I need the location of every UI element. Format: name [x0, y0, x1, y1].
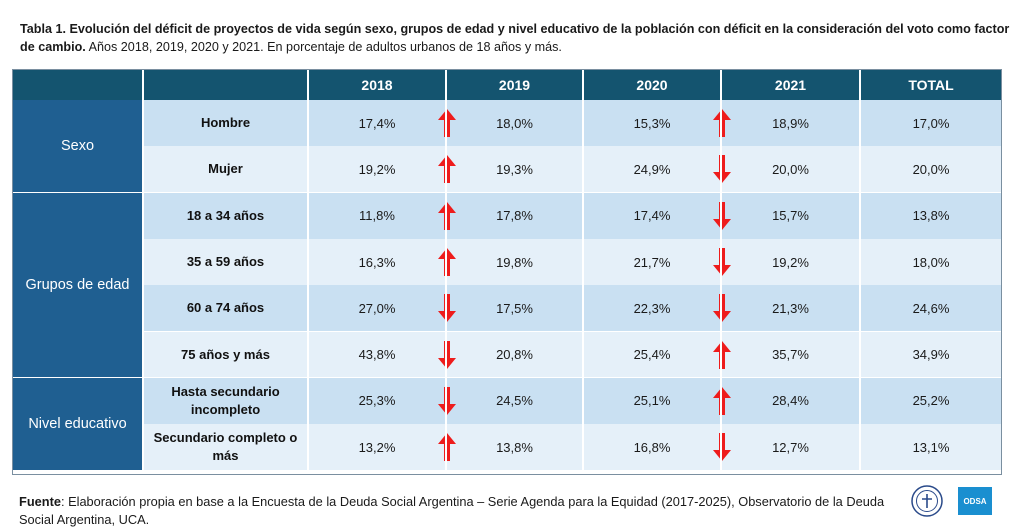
table-row — [143, 285, 1002, 332]
row-label: 60 a 74 años — [186, 300, 265, 316]
table-row — [143, 424, 1002, 471]
group-label: Sexo — [12, 100, 143, 193]
table-row — [143, 146, 1002, 193]
caption-subtitle: Años 2018, 2019, 2020 y 2021. En porcent… — [85, 40, 562, 54]
table-row — [143, 100, 1002, 147]
column-divider — [445, 69, 447, 475]
table-cell: 35,7% — [772, 347, 809, 363]
odsa-logo: ODSA — [958, 487, 992, 515]
arrow-up-icon — [438, 433, 456, 462]
column-header: 2020 — [583, 69, 721, 100]
arrow-up-icon — [713, 386, 731, 415]
table-cell: 13,8% — [496, 439, 533, 455]
group-label: Grupos de edad — [12, 192, 143, 378]
column-divider — [142, 69, 144, 475]
group-label: Nivel educativo — [12, 377, 143, 471]
table-cell: 25,2% — [912, 393, 950, 409]
row-label: 75 años y más — [181, 346, 270, 362]
table-cell: 20,0% — [772, 161, 809, 177]
caption-title: Tabla 1. Evolución del déficit de proyec… — [20, 22, 1010, 54]
arrow-up-icon — [713, 109, 731, 138]
table-cell: 17,5% — [496, 300, 533, 316]
column-divider — [307, 69, 309, 475]
table-cell: 28,4% — [772, 393, 809, 409]
table-row — [143, 192, 1002, 239]
table-cell: 19,2% — [358, 161, 396, 177]
source-label: Fuente — [19, 494, 61, 509]
table-row — [143, 377, 1002, 425]
source-text: : Elaboración propia en base a la Encues… — [19, 494, 885, 527]
table-cell: 19,2% — [772, 254, 809, 270]
arrow-down-icon — [438, 340, 456, 369]
table-cell: 34,9% — [912, 347, 950, 363]
table-cell: 24,6% — [912, 300, 950, 316]
table-cell: 25,1% — [633, 393, 671, 409]
arrow-down-icon — [713, 294, 731, 323]
table-cell: 16,8% — [633, 439, 671, 455]
table-cell: 17,8% — [496, 208, 533, 224]
column-divider — [582, 69, 584, 475]
table-cell: 16,3% — [358, 254, 396, 270]
source-note: Fuente: Elaboración propia en base a la … — [19, 493, 899, 529]
table-cell: 15,3% — [633, 115, 671, 131]
table-cell: 20,0% — [912, 161, 950, 177]
row-label: Hasta secundario incompleto — [171, 383, 280, 417]
table-cell: 43,8% — [358, 347, 396, 363]
arrow-down-icon — [438, 294, 456, 323]
row-label: 35 a 59 años — [186, 254, 265, 270]
table-cell: 11,8% — [359, 208, 395, 224]
column-header: 2019 — [446, 69, 583, 100]
odsa-logo-text: ODSA — [963, 496, 987, 506]
table-cell: 18,0% — [912, 254, 950, 270]
row-label: Hombre — [200, 115, 251, 131]
uca-seal-logo — [911, 485, 943, 517]
column-divider — [720, 69, 722, 475]
table-cell: 24,9% — [633, 161, 671, 177]
column-header: TOTAL — [860, 69, 1002, 100]
column-header: 2021 — [721, 69, 860, 100]
row-label: Secundario completo o más — [153, 430, 298, 464]
table-cell: 13,8% — [912, 208, 950, 224]
table-cell: 21,3% — [772, 300, 809, 316]
table-cell: 20,8% — [496, 347, 533, 363]
header-corner — [12, 69, 308, 100]
arrow-down-icon — [713, 201, 731, 230]
arrow-up-icon — [438, 201, 456, 230]
table-cell: 27,0% — [358, 300, 396, 316]
arrow-down-icon — [713, 433, 731, 462]
table-cell: 21,7% — [633, 254, 671, 270]
table-row — [143, 238, 1002, 286]
table-cell: 25,3% — [358, 393, 396, 409]
table-cell: 24,5% — [496, 393, 533, 409]
row-label: 18 a 34 años — [186, 207, 265, 223]
arrow-down-icon — [713, 248, 731, 277]
arrow-up-icon — [438, 155, 456, 184]
arrow-up-icon — [438, 248, 456, 277]
table-caption: Tabla 1. Evolución del déficit de proyec… — [20, 20, 1010, 56]
table-cell: 17,4% — [358, 115, 396, 131]
column-divider — [859, 69, 861, 475]
table-cell: 17,0% — [912, 115, 950, 131]
table-cell: 22,3% — [633, 300, 671, 316]
table-row — [143, 331, 1002, 378]
table-cell: 12,7% — [772, 439, 809, 455]
arrow-down-icon — [713, 155, 731, 184]
table-cell: 13,1% — [912, 439, 950, 455]
table-cell: 25,4% — [633, 347, 671, 363]
data-table: 2018 2019 2020 2021 TOTAL Sexo Hombre 17,4% 18,0… — [12, 69, 1002, 475]
table-cell: 19,8% — [496, 254, 533, 270]
table-cell: 17,4% — [633, 208, 671, 224]
row-label: Mujer — [208, 161, 243, 177]
column-header: 2018 — [308, 69, 446, 100]
arrow-up-icon — [713, 340, 731, 369]
table-cell: 13,2% — [358, 439, 396, 455]
table-cell: 19,3% — [496, 161, 533, 177]
table-cell: 18,9% — [772, 115, 809, 131]
arrow-up-icon — [438, 109, 456, 138]
table-cell: 18,0% — [496, 115, 533, 131]
arrow-down-icon — [438, 386, 456, 415]
table-cell: 15,7% — [772, 208, 809, 224]
